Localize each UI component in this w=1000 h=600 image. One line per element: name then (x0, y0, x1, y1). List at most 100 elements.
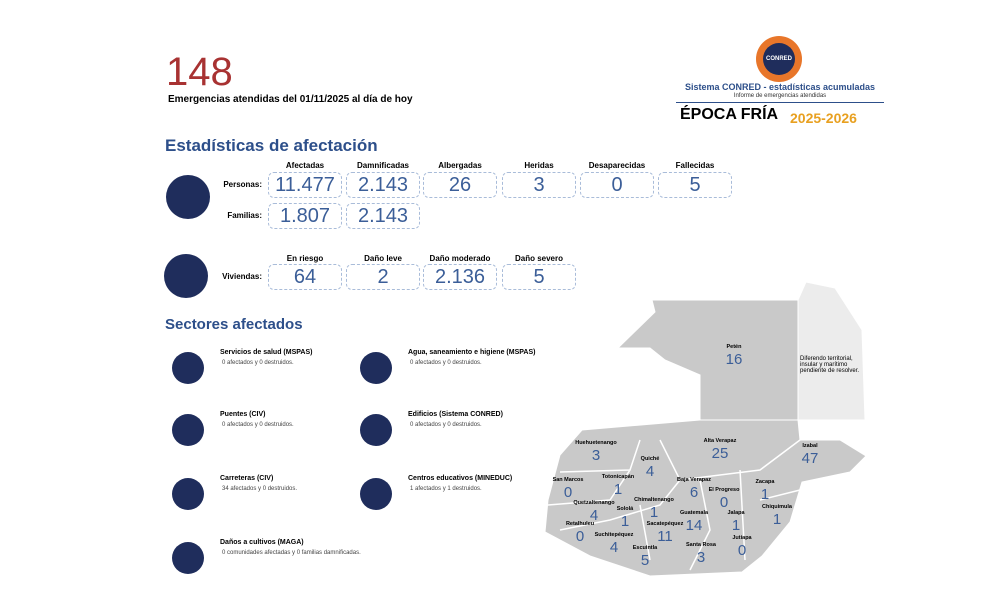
department-name: San Marcos (552, 477, 584, 483)
department-value: 1 (772, 511, 782, 528)
sector-icon (360, 414, 392, 446)
department-name: Alta Verapaz (703, 438, 737, 444)
peten-shape (616, 299, 799, 421)
department-name: Izabal (802, 443, 818, 449)
department-value: 47 (801, 450, 819, 467)
stat-value: 26 (423, 172, 497, 198)
sector-name: Agua, saneamiento e higiene (MSPAS) (408, 349, 536, 356)
housing-label: Viviendas: (222, 272, 262, 281)
count-subtitle: Emergencias atendidas del 01/11/2025 al … (168, 94, 413, 105)
department-name: Jalapa (727, 510, 745, 516)
department-value: 16 (725, 351, 743, 368)
sector-icon (172, 478, 204, 510)
housing-header: En riesgo (286, 254, 324, 263)
season: ÉPOCA FRÍA (680, 106, 779, 123)
sector-icon (172, 542, 204, 574)
sector-name: Daños a cultivos (MAGA) (220, 539, 304, 546)
housing-value: 2 (346, 264, 420, 290)
sector-icon (172, 352, 204, 384)
department-value: 3 (591, 447, 601, 464)
department-name: Chiquimula (762, 504, 792, 510)
logo-rule (676, 102, 884, 103)
department-value: 0 (575, 528, 585, 545)
department-name: Chimaltenango (634, 497, 674, 503)
column-header: Albergadas (438, 161, 482, 170)
sector-name: Edificios (Sistema CONRED) (408, 411, 503, 418)
column-header: Desaparecidas (588, 161, 646, 170)
sector-name: Carreteras (CIV) (220, 475, 274, 482)
column-header: Fallecidas (675, 161, 715, 170)
row-label: Personas: (223, 180, 262, 189)
housing-header: Daño severo (514, 254, 564, 263)
sector-detail: 0 afectados y 0 destruidos. (222, 422, 294, 428)
department-name: Escuintla (632, 545, 658, 551)
stats-title: Estadísticas de afectación (165, 136, 378, 155)
housing-header: Daño leve (364, 254, 402, 263)
housing-header: Daño moderado (429, 254, 491, 263)
department-name: Totonicapán (601, 474, 635, 480)
department-name: Sololá (616, 506, 634, 512)
housing-value: 2.136 (423, 264, 497, 290)
stat-value: 5 (658, 172, 732, 198)
sector-name: Puentes (CIV) (220, 411, 266, 418)
logo-report: Informe de emergencias atendidas (733, 93, 827, 99)
stat-value: 3 (502, 172, 576, 198)
column-header: Damnificadas (356, 161, 410, 170)
department-value: 25 (711, 445, 729, 462)
department-name: Santa Rosa (686, 542, 716, 548)
housing-value: 5 (502, 264, 576, 290)
house-icon (164, 254, 208, 298)
department-name: Baja Verapaz (677, 477, 711, 483)
department-name: Guatemala (679, 510, 709, 516)
department-name: Retalhuleu (565, 521, 595, 527)
logo-system: Sistema CONRED - estadísticas acumuladas (684, 82, 876, 92)
department-value: 4 (589, 507, 599, 524)
department-value: 5 (640, 552, 650, 569)
department-value: 0 (737, 542, 747, 559)
emergency-count: 148 (166, 50, 233, 94)
stat-value: 0 (580, 172, 654, 198)
department-borders (547, 439, 801, 571)
sector-name: Centros educativos (MINEDUC) (408, 475, 513, 482)
stat-value: 1.807 (268, 203, 342, 229)
department-name: Suchitepéquez (594, 532, 634, 538)
row-label: Familias: (227, 211, 262, 220)
department-value: 4 (645, 463, 655, 480)
department-name: Zacapa (755, 479, 775, 485)
department-name: Quiché (640, 456, 660, 462)
sector-detail: 0 afectados y 0 destruidos. (410, 422, 482, 428)
department-value: 1 (760, 486, 770, 503)
sectors-title: Sectores afectados (165, 316, 303, 333)
department-value: 0 (563, 484, 573, 501)
column-header: Afectadas (285, 161, 325, 170)
sector-detail: 0 afectados y 0 destruidos. (410, 360, 482, 366)
department-value: 14 (685, 517, 703, 534)
sector-name: Servicios de salud (MSPAS) (220, 349, 313, 356)
logo-text: CONRED (763, 43, 795, 75)
department-value: 3 (696, 549, 706, 566)
department-name: El Progreso (708, 487, 740, 493)
department-value: 0 (719, 494, 729, 511)
housing-value: 64 (268, 264, 342, 290)
sector-icon (172, 414, 204, 446)
disputed-area (797, 281, 866, 421)
sector-icon (360, 352, 392, 384)
sector-detail: 34 afectados y 0 destruidos. (222, 486, 298, 492)
stat-value: 2.143 (346, 172, 420, 198)
department-value: 11 (657, 528, 673, 545)
sector-detail: 0 afectados y 0 destruidos. (222, 360, 294, 366)
south-shape (544, 419, 867, 577)
department-value: 1 (731, 517, 741, 534)
sector-icon (360, 478, 392, 510)
department-value: 4 (609, 539, 619, 556)
department-name: Sacatepéquez (646, 521, 684, 527)
department-value: 6 (689, 484, 699, 501)
department-value: 1 (649, 504, 659, 521)
sector-detail: 0 comunidades afectadas y 0 familias dam… (222, 550, 361, 556)
season-years: 2025-2026 (790, 110, 857, 126)
department-name: Jutiapa (732, 535, 752, 541)
department-name: Petén (726, 344, 742, 350)
people-icon (166, 175, 210, 219)
